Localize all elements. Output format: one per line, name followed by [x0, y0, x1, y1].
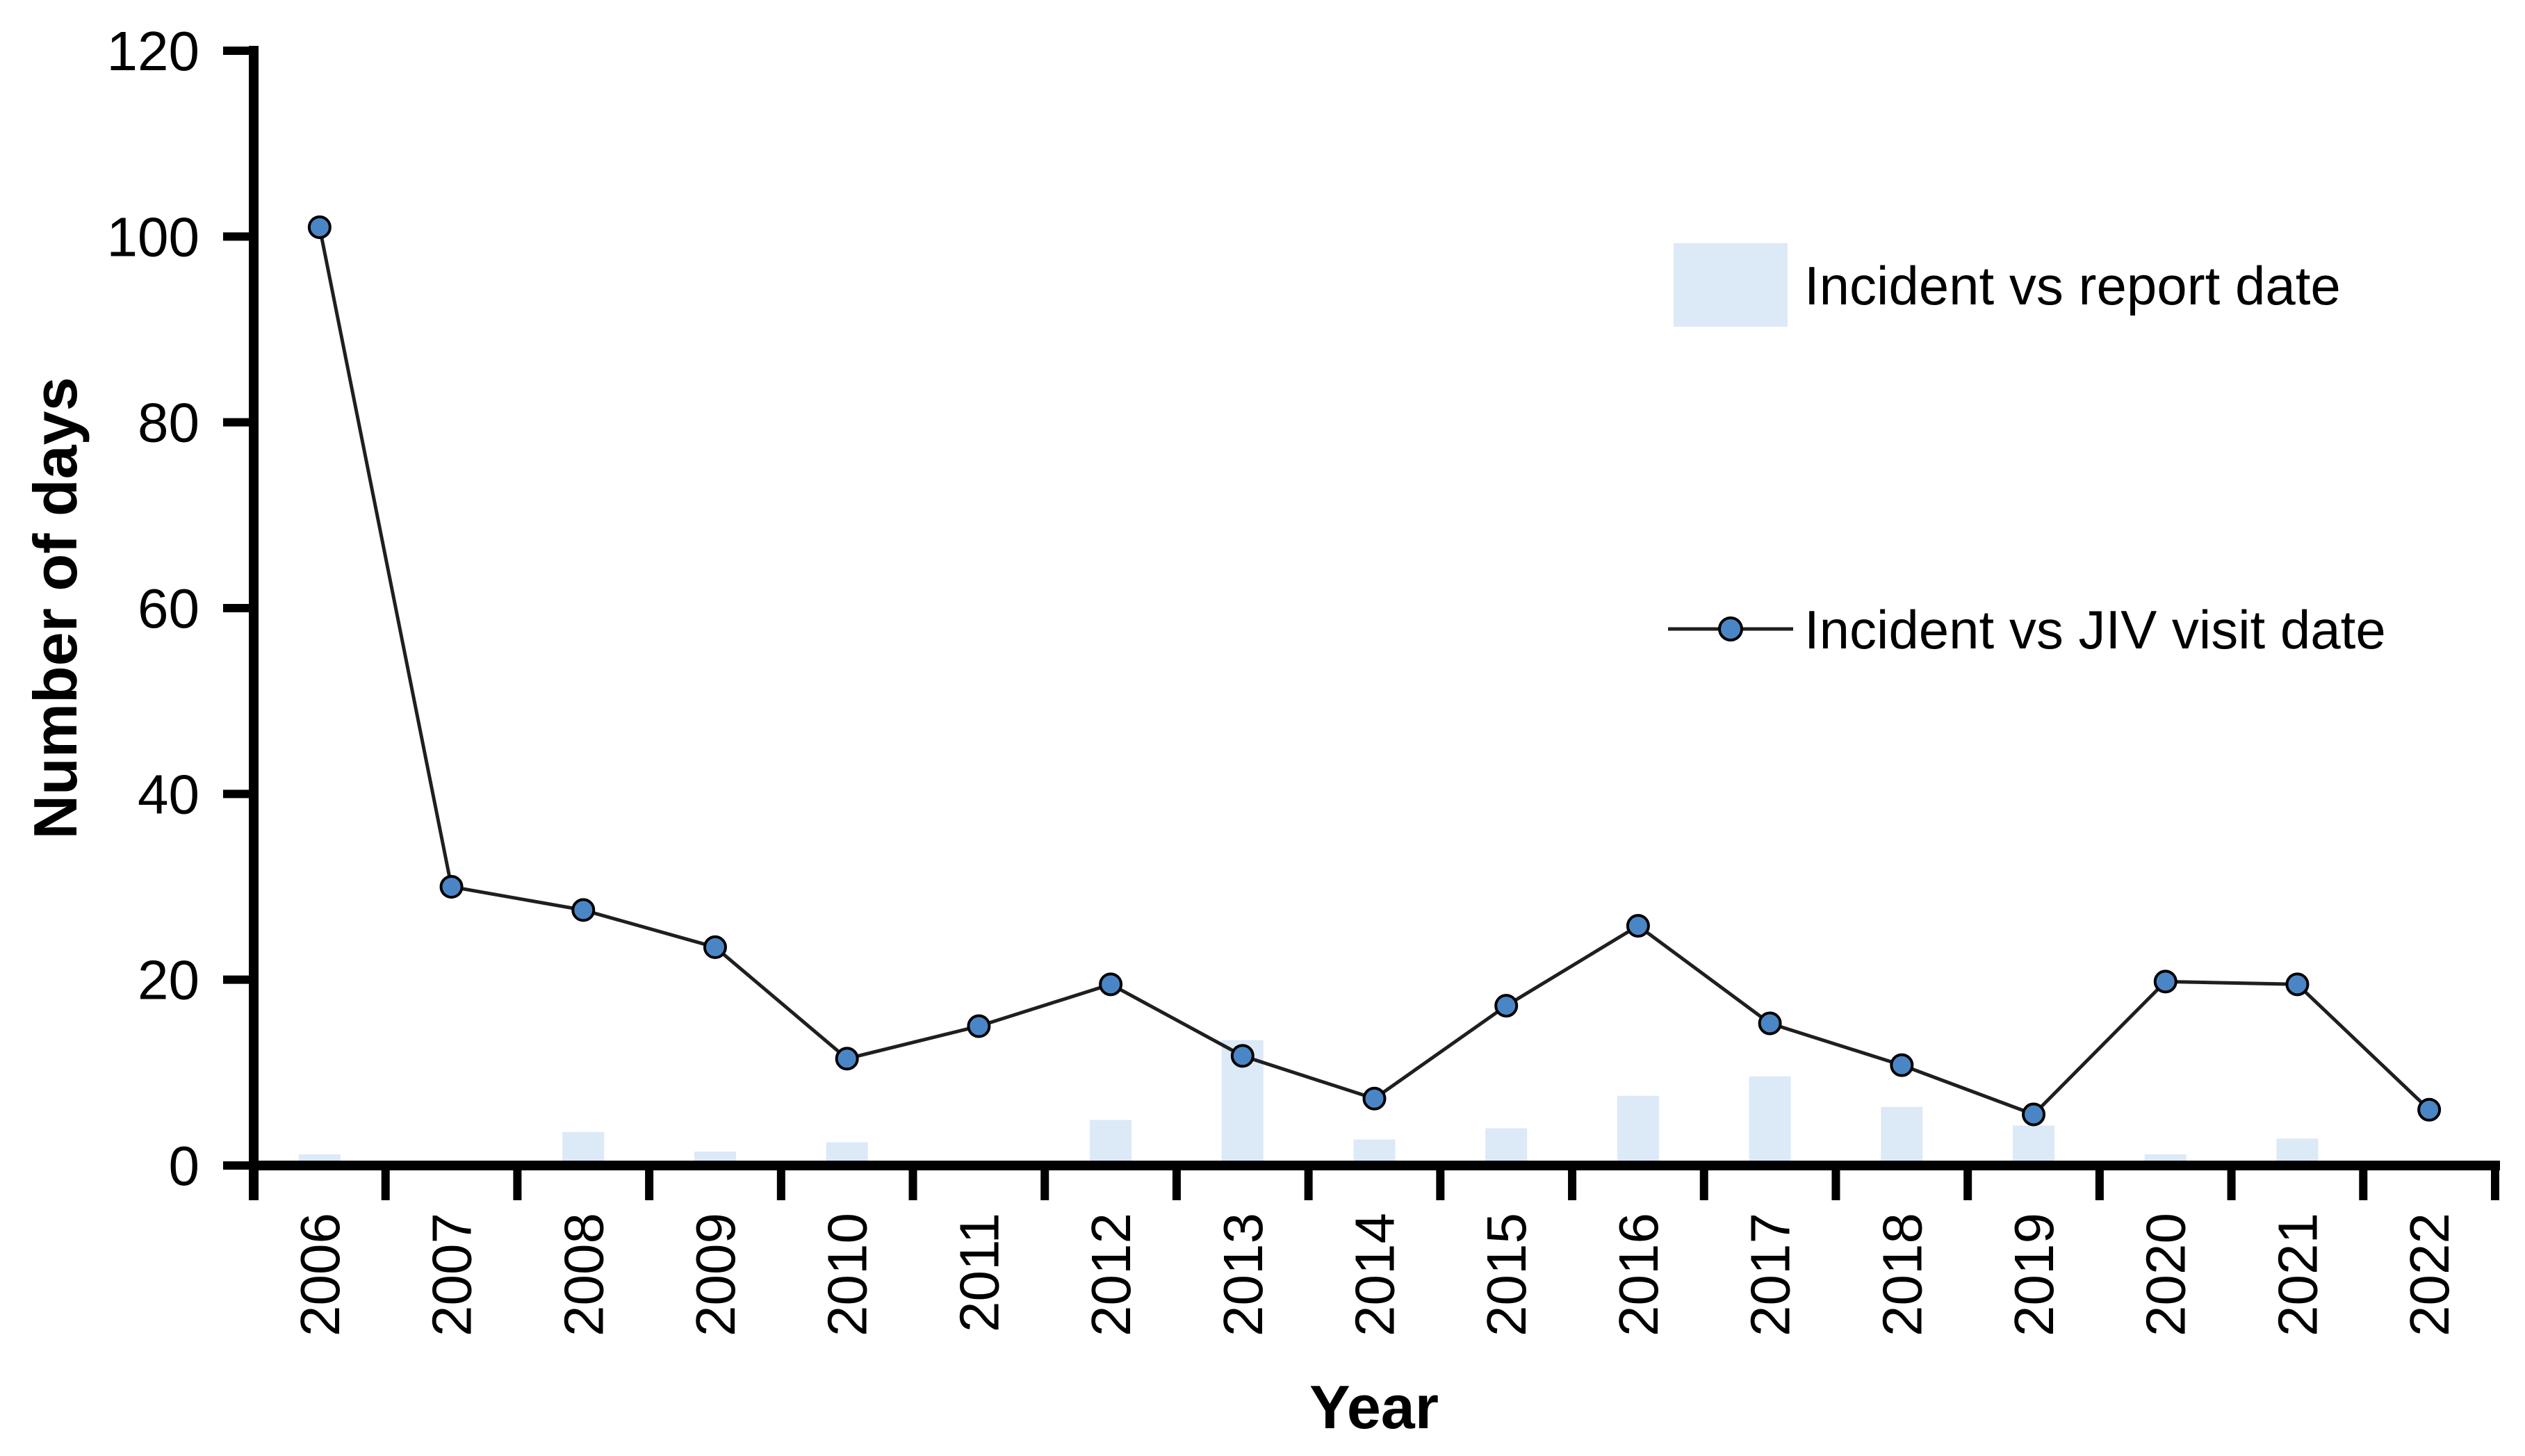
bar-2015 — [1485, 1128, 1528, 1165]
y-tick-label-0: 0 — [169, 1135, 200, 1197]
x-axis-title: Year — [1309, 1373, 1439, 1441]
data-point-2011 — [967, 1014, 991, 1038]
data-point-2017 — [1758, 1011, 1782, 1036]
bar-2012 — [1090, 1120, 1132, 1165]
x-tick-label-2014: 2014 — [1344, 1213, 1406, 1336]
y-tick-label-20: 20 — [138, 949, 199, 1011]
x-tick-label-2018: 2018 — [1871, 1213, 1933, 1336]
data-point-2008 — [571, 898, 596, 922]
data-point-2021 — [2285, 972, 2310, 997]
data-point-2007 — [439, 875, 464, 899]
data-point-2019 — [2022, 1102, 2046, 1127]
bar-2019 — [2013, 1125, 2055, 1165]
y-tick-label-120: 120 — [107, 20, 199, 82]
data-point-2010 — [835, 1047, 859, 1071]
legend: Incident vs report date Incident vs JIV … — [1668, 243, 2386, 660]
y-tick-label-100: 100 — [107, 206, 199, 268]
data-point-2013 — [1230, 1044, 1255, 1068]
data-point-2015 — [1494, 994, 1519, 1018]
bar-2016 — [1617, 1095, 1659, 1165]
x-tick-label-2008: 2008 — [553, 1213, 614, 1336]
y-axis-ticks — [223, 47, 254, 1170]
data-point-2020 — [2153, 970, 2177, 994]
data-point-2022 — [2417, 1097, 2442, 1122]
x-tick-label-2021: 2021 — [2266, 1213, 2328, 1336]
legend-bar-swatch-icon — [1674, 243, 1788, 327]
legend-bar-label: Incident vs report date — [1804, 255, 2341, 316]
line-series-group — [307, 215, 2442, 1127]
data-point-2006 — [307, 215, 332, 239]
x-tick-label-2019: 2019 — [2003, 1213, 2065, 1336]
x-tick-label-2015: 2015 — [1476, 1213, 1537, 1336]
x-tick-label-2013: 2013 — [1212, 1213, 1274, 1336]
y-tick-label-80: 80 — [138, 392, 199, 454]
x-tick-label-2006: 2006 — [289, 1213, 351, 1336]
x-axis-tick-labels: 2006 2007 2008 2009 2010 2011 2012 2013 2014 2015… — [289, 1213, 2460, 1336]
x-tick-label-2016: 2016 — [1608, 1213, 1669, 1336]
data-point-2018 — [1890, 1053, 1914, 1077]
y-tick-label-60: 60 — [138, 578, 199, 639]
line-incident-vs-jiv-visit-date — [318, 227, 2430, 1117]
x-axis-ticks — [250, 1165, 2499, 1200]
x-tick-label-2010: 2010 — [817, 1213, 879, 1336]
bar-2008 — [562, 1131, 605, 1165]
x-tick-label-2020: 2020 — [2135, 1213, 2197, 1336]
x-tick-label-2022: 2022 — [2399, 1213, 2460, 1336]
y-tick-label-40: 40 — [138, 763, 199, 825]
data-point-2009 — [703, 935, 727, 959]
legend-line-marker-icon — [1718, 616, 1743, 641]
legend-line-label: Incident vs JIV visit date — [1804, 599, 2386, 660]
bar-2017 — [1749, 1076, 1791, 1165]
x-tick-label-2007: 2007 — [421, 1213, 483, 1336]
x-tick-label-2017: 2017 — [1740, 1213, 1801, 1336]
bar-2018 — [1881, 1106, 1923, 1165]
y-axis-title: Number of days — [21, 377, 90, 839]
x-tick-label-2011: 2011 — [948, 1213, 1010, 1332]
x-tick-label-2009: 2009 — [685, 1213, 746, 1336]
data-point-2012 — [1099, 972, 1123, 997]
y-axis-tick-labels: 0 20 40 60 80 100 120 — [107, 20, 199, 1197]
data-point-2016 — [1626, 914, 1650, 938]
data-point-2014 — [1362, 1086, 1387, 1111]
x-tick-label-2012: 2012 — [1080, 1213, 1142, 1336]
